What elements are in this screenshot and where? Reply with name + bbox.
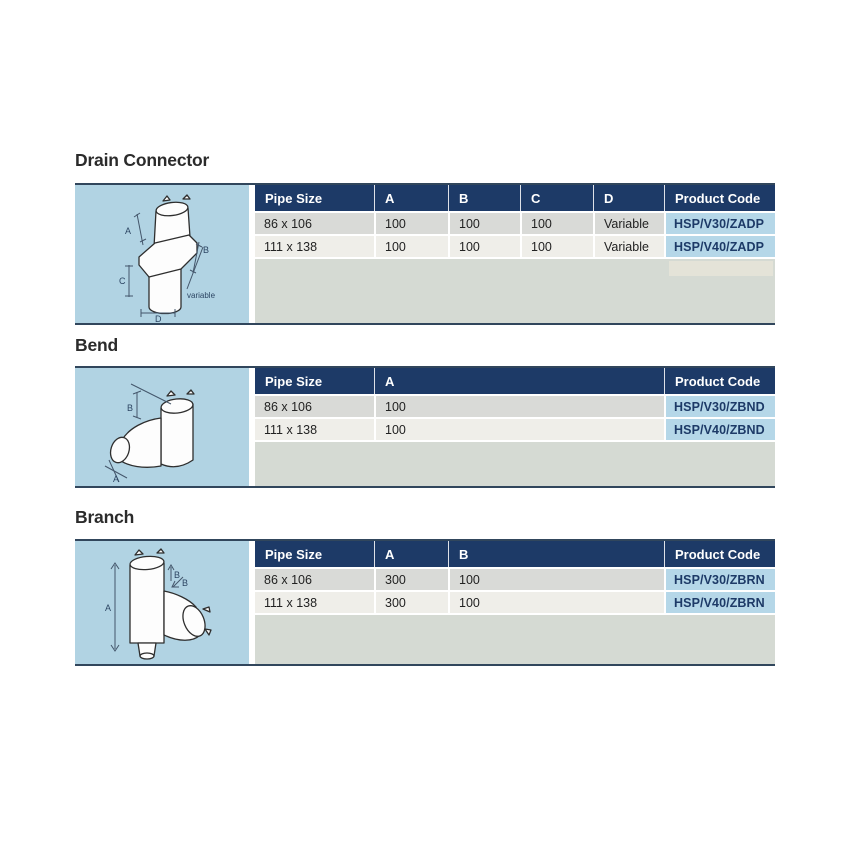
table-filler — [255, 259, 775, 323]
branch-panel: A B B Pipe Size A B Product Code 86 x 106 300… — [75, 539, 775, 666]
column-header: Product Code — [664, 368, 775, 394]
dimension-lines — [110, 562, 184, 652]
bend-illustration: B A — [104, 383, 195, 484]
table-cell: 86 x 106 — [255, 569, 374, 590]
table-row: 86 x 106 100 100 100 Variable HSP/V30/ZADP — [255, 213, 775, 234]
dimension-lines — [104, 383, 172, 483]
filler-accent — [669, 261, 773, 276]
column-header: D — [593, 185, 664, 211]
branch-image-box: A B B — [75, 541, 249, 664]
table-cell: 100 — [448, 569, 664, 590]
table-row: 111 x 138 100 100 100 Variable HSP/V40/ZADP — [255, 236, 775, 257]
dim-label-variable: variable — [187, 291, 216, 300]
product-code-cell: HSP/V30/ZADP — [664, 213, 775, 234]
product-code-cell: HSP/V30/ZBRN — [664, 569, 775, 590]
bend-pipe-drawing — [109, 389, 195, 468]
branch-illustration: A B B — [105, 548, 212, 660]
product-code-cell: HSP/V30/ZBND — [664, 396, 775, 417]
column-header: B — [448, 185, 520, 211]
table-cell: 100 — [520, 236, 593, 257]
table-cell: 100 — [448, 592, 664, 613]
table-header-row: Pipe Size A B Product Code — [255, 541, 775, 567]
table-cell: 300 — [374, 592, 448, 613]
section-title-branch: Branch — [75, 507, 135, 527]
column-header: B — [448, 541, 664, 567]
dim-label-b: B — [203, 245, 209, 255]
table-cell: 111 x 138 — [255, 592, 374, 613]
table-cell: 111 x 138 — [255, 236, 374, 257]
drain-connector-image-box: A B C D variable — [75, 185, 249, 323]
dim-label-c: C — [119, 276, 126, 286]
bend-panel: B A Pipe Size A Product Code 86 x 106 100 HSP… — [75, 366, 775, 488]
table-row: 111 x 138 300 100 HSP/V40/ZBRN — [255, 592, 775, 613]
bend-table: Pipe Size A Product Code 86 x 106 100 HSP/V30… — [255, 368, 775, 486]
dim-label-b1: B — [174, 570, 180, 580]
product-code-cell: HSP/V40/ZBRN — [664, 592, 775, 613]
drain-connector-pipe-drawing — [138, 194, 198, 315]
dim-label-a: A — [105, 603, 111, 613]
table-row: 86 x 106 100 HSP/V30/ZBND — [255, 396, 775, 417]
dim-label-b: B — [127, 403, 133, 413]
column-header: Product Code — [664, 541, 775, 567]
dim-label-a: A — [125, 226, 131, 236]
table-cell: 300 — [374, 569, 448, 590]
dim-label-d: D — [155, 314, 162, 323]
table-cell: 100 — [374, 396, 664, 417]
table-cell: 100 — [374, 419, 664, 440]
table-header-row: Pipe Size A B C D Product Code — [255, 185, 775, 211]
column-header: C — [520, 185, 593, 211]
product-code-cell: HSP/V40/ZADP — [664, 236, 775, 257]
section-title-drain-connector: Drain Connector — [75, 150, 210, 170]
table-row: 111 x 138 100 HSP/V40/ZBND — [255, 419, 775, 440]
dim-label-a: A — [113, 474, 119, 484]
column-header: Pipe Size — [265, 373, 323, 389]
drain-connector-panel: A B C D variable Pipe Size A B C D Product Co… — [75, 183, 775, 325]
table-cell: 100 — [520, 213, 593, 234]
column-header: A — [374, 368, 664, 394]
table-header-row: Pipe Size A Product Code — [255, 368, 775, 394]
column-header: A — [374, 185, 448, 211]
table-cell: 86 x 106 — [255, 396, 374, 417]
table-cell: 111 x 138 — [255, 419, 374, 440]
table-cell: Variable — [593, 236, 664, 257]
branch-table: Pipe Size A B Product Code 86 x 106 300 100 HSP… — [255, 541, 775, 664]
dimension-lines — [125, 212, 204, 317]
product-code-cell: HSP/V40/ZBND — [664, 419, 775, 440]
column-header: Product Code — [664, 185, 775, 211]
table-row: 86 x 106 300 100 HSP/V30/ZBRN — [255, 569, 775, 590]
dim-label-b2: B — [182, 578, 188, 588]
drain-connector-illustration: A B C D variable — [119, 194, 216, 323]
table-cell: 100 — [374, 213, 448, 234]
table-cell: 100 — [448, 236, 520, 257]
table-filler — [255, 442, 775, 486]
bend-image-box: B A — [75, 368, 249, 486]
branch-pipe-drawing — [129, 548, 212, 660]
drain-connector-table: Pipe Size A B C D Product Code 86 x 106 100 100 1… — [255, 185, 775, 323]
column-header: Pipe Size — [265, 546, 323, 562]
table-cell: 100 — [374, 236, 448, 257]
table-cell: 100 — [448, 213, 520, 234]
section-title-bend: Bend — [75, 335, 118, 355]
table-cell: Variable — [593, 213, 664, 234]
table-filler — [255, 615, 775, 664]
table-cell: 86 x 106 — [255, 213, 374, 234]
column-header: A — [374, 541, 448, 567]
column-header: Pipe Size — [265, 190, 323, 206]
